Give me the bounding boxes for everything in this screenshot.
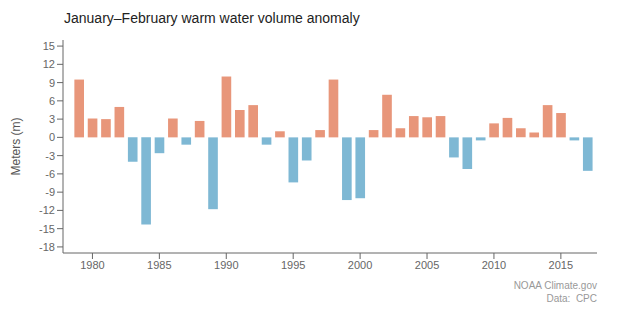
svg-text:9: 9 <box>49 77 55 89</box>
svg-text:-3: -3 <box>45 150 55 162</box>
svg-text:1985: 1985 <box>147 259 171 271</box>
svg-text:6: 6 <box>49 95 55 107</box>
svg-text:3: 3 <box>49 113 55 125</box>
html-text:NOAA Climate.gov: NOAA Climate.gov <box>513 280 597 291</box>
svg-text:1980: 1980 <box>80 259 104 271</box>
svg-text:2005: 2005 <box>415 259 439 271</box>
svg-text:15: 15 <box>43 40 55 52</box>
svg-text:-15: -15 <box>39 223 55 235</box>
svg-text:12: 12 <box>43 58 55 70</box>
html-text:Data: CPC: Data: CPC <box>546 293 597 304</box>
svg-text:-12: -12 <box>39 204 55 216</box>
svg-text:-18: -18 <box>39 241 55 253</box>
svg-text:-6: -6 <box>45 168 55 180</box>
svg-text:1995: 1995 <box>281 259 305 271</box>
svg-text:-9: -9 <box>45 186 55 198</box>
svg-text:1990: 1990 <box>214 259 238 271</box>
svg-text:2010: 2010 <box>482 259 506 271</box>
svg-text:0: 0 <box>49 131 55 143</box>
html-text:January–February warm water vo: January–February warm water volume anoma… <box>64 10 360 26</box>
svg-text:2000: 2000 <box>348 259 372 271</box>
svg-text:Meters (m): Meters (m) <box>9 118 23 176</box>
svg-text:2015: 2015 <box>549 259 573 271</box>
